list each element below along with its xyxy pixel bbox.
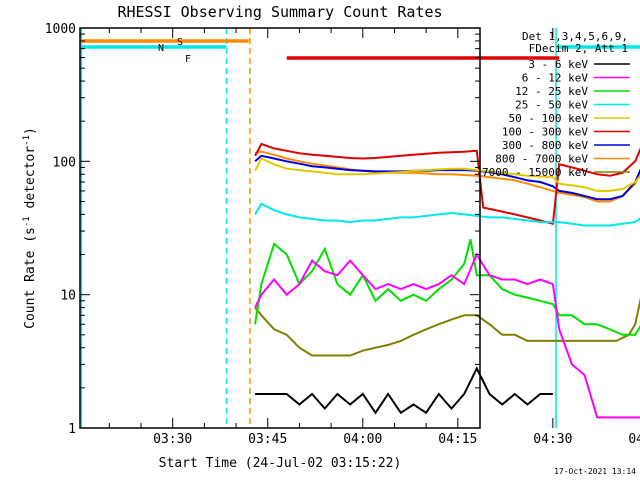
y-tick-label: 1	[68, 422, 76, 437]
series-line	[255, 366, 553, 415]
y-axis-label-part: detector	[23, 146, 38, 217]
legend-label: 3 - 6 keV	[528, 58, 588, 71]
legend-label: 50 - 100 keV	[509, 112, 589, 125]
generated-timestamp: 17-Oct-2021 13:14	[554, 467, 636, 476]
y-axis-label-part: )	[23, 127, 38, 135]
y-axis-label: Count Rate (s-1 detector-1)	[22, 127, 38, 329]
legend-label: 300 - 800 keV	[502, 139, 588, 152]
legend-label: 800 - 7000 keV	[495, 153, 588, 166]
series-line	[254, 202, 640, 227]
y-axis-label-part: Count Rate (s	[23, 227, 38, 329]
legend-label: 25 - 50 keV	[515, 99, 588, 112]
legend-label: 6 - 12 keV	[522, 72, 589, 85]
legend-header: Det 1,3,4,5,6,9,	[522, 30, 628, 43]
x-axis-label: Start Time (24-Jul-02 03:15:22)	[159, 456, 402, 471]
legend: Det 1,3,4,5,6,9,FDecim 2, Att 1 3 - 6 keV…	[482, 30, 630, 179]
flag-label-s: S	[177, 37, 183, 48]
y-tick-label: 100	[53, 155, 76, 170]
legend-header: FDecim 2, Att 1	[529, 42, 628, 55]
series-line	[254, 154, 640, 201]
y-tick-label: 10	[60, 289, 76, 304]
x-tick-label: 03:30	[153, 432, 192, 447]
y-axis-label-sup: -1	[22, 216, 32, 227]
legend-label: 7000 - 15000 keV	[482, 166, 588, 179]
chart-title: RHESSI Observing Summary Count Rates	[117, 3, 442, 21]
series-line	[254, 252, 640, 419]
x-tick-label: 04:45	[628, 432, 640, 447]
series-line	[254, 239, 640, 336]
x-tick-label: 04:00	[343, 432, 382, 447]
y-tick-label: 1000	[45, 22, 76, 37]
series-line	[254, 297, 640, 357]
series-line	[254, 150, 640, 203]
legend-label: 12 - 25 keV	[515, 85, 588, 98]
x-tick-label: 03:45	[248, 432, 287, 447]
axes: 1 10 100 1000 03:30 03:45 04:00 04:15 04:30 04:45	[45, 22, 640, 447]
series-line	[254, 142, 640, 226]
plot-marks: S N F	[80, 28, 640, 428]
y-axis-label-sup: -1	[22, 135, 32, 146]
plot-frame	[79, 27, 481, 429]
x-tick-label: 04:15	[438, 432, 477, 447]
legend-label: 100 - 300 keV	[502, 126, 588, 139]
flag-label-n: N	[158, 43, 164, 54]
x-tick-label: 04:30	[533, 432, 572, 447]
flag-label-f: F	[185, 54, 191, 65]
series-line	[254, 157, 640, 192]
